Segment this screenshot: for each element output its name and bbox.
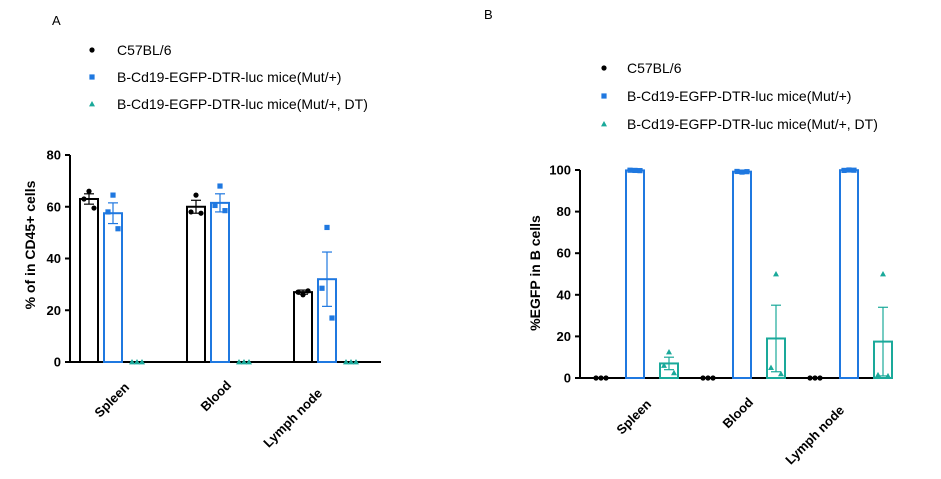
x-tick-label: Lymph node bbox=[260, 386, 325, 451]
data-point bbox=[300, 292, 306, 298]
legend-marker bbox=[89, 101, 95, 107]
data-point bbox=[305, 288, 311, 294]
bar bbox=[79, 197, 99, 363]
data-point bbox=[81, 196, 87, 202]
data-point bbox=[593, 375, 599, 381]
data-point bbox=[744, 169, 750, 175]
y-tick-label: 80 bbox=[47, 148, 61, 163]
data-point bbox=[666, 349, 672, 355]
data-point bbox=[246, 359, 252, 365]
x-tick-label: Blood bbox=[197, 377, 234, 414]
bar bbox=[103, 212, 123, 363]
x-tick-label: Lymph node bbox=[782, 403, 847, 468]
data-point bbox=[603, 375, 609, 381]
legend-label: B-Cd19-EGFP-DTR-luc mice(Mut/+) bbox=[627, 88, 851, 104]
legend-label: C57BL/6 bbox=[627, 60, 682, 76]
y-axis-title: % of in CD45+ cells bbox=[22, 180, 38, 309]
data-point bbox=[241, 359, 247, 365]
data-point bbox=[319, 285, 325, 291]
legend-label: B-Cd19-EGFP-DTR-luc mice(Mut/+, DT) bbox=[117, 96, 368, 112]
data-point bbox=[671, 369, 677, 376]
chart-panel-b: B C57BL/6 B-Cd19-EGFP-DTR-luc mice(Mut/+) B… bbox=[484, 7, 893, 468]
data-point bbox=[807, 375, 813, 381]
legend-label: B-Cd19-EGFP-DTR-luc mice(Mut/+, DT) bbox=[627, 116, 878, 132]
chart-panel-a: A C57BL/6 B-Cd19-EGFP-DTR-luc mice(Mut/+) B… bbox=[22, 13, 381, 450]
data-point bbox=[217, 183, 223, 189]
bar bbox=[293, 291, 313, 364]
legend-marker bbox=[601, 93, 607, 99]
data-point bbox=[198, 210, 204, 216]
y-tick-label: 100 bbox=[549, 163, 571, 178]
data-point bbox=[139, 359, 145, 365]
data-point bbox=[115, 226, 121, 232]
data-point bbox=[768, 364, 774, 370]
data-point bbox=[773, 271, 779, 277]
data-point bbox=[700, 375, 706, 381]
panel-letter: A bbox=[52, 13, 61, 28]
y-tick-label: 60 bbox=[557, 246, 571, 261]
data-point bbox=[880, 271, 886, 277]
bar bbox=[186, 205, 206, 363]
y-tick-label: 20 bbox=[47, 303, 61, 318]
y-tick-label: 40 bbox=[47, 251, 61, 266]
y-tick-label: 60 bbox=[47, 199, 61, 214]
data-point bbox=[841, 167, 847, 174]
data-point bbox=[86, 188, 92, 194]
x-tick-label: Spleen bbox=[91, 379, 132, 420]
data-point bbox=[353, 359, 359, 365]
legend-marker bbox=[89, 74, 95, 80]
data-point bbox=[110, 192, 116, 198]
data-point bbox=[851, 167, 857, 173]
data-point bbox=[632, 167, 638, 174]
bar bbox=[839, 169, 859, 379]
legend-marker bbox=[601, 121, 607, 127]
data-point bbox=[212, 202, 218, 209]
legend-label: C57BL/6 bbox=[117, 42, 172, 58]
data-point bbox=[817, 375, 823, 381]
panel-letter: B bbox=[484, 7, 493, 22]
data-point bbox=[661, 362, 667, 368]
data-point bbox=[188, 209, 194, 215]
data-point bbox=[812, 375, 818, 381]
y-tick-label: 20 bbox=[557, 329, 571, 344]
data-point bbox=[236, 359, 242, 365]
bar bbox=[625, 169, 645, 379]
y-tick-label: 80 bbox=[557, 204, 571, 219]
data-point bbox=[598, 375, 604, 381]
bar bbox=[732, 170, 752, 379]
data-point bbox=[875, 371, 881, 378]
data-point bbox=[846, 167, 852, 173]
data-point bbox=[778, 370, 784, 377]
legend-marker bbox=[89, 47, 95, 53]
data-point bbox=[637, 168, 643, 174]
y-axis-title: %EGFP in B cells bbox=[527, 215, 543, 331]
data-point bbox=[129, 359, 135, 365]
data-point bbox=[885, 372, 891, 379]
data-point bbox=[343, 359, 349, 365]
data-point bbox=[627, 167, 633, 173]
data-point bbox=[134, 359, 140, 365]
data-point bbox=[222, 208, 228, 214]
y-tick-label: 0 bbox=[54, 355, 61, 370]
x-tick-label: Spleen bbox=[613, 396, 654, 437]
y-tick-label: 40 bbox=[557, 287, 571, 302]
data-point bbox=[739, 169, 745, 175]
data-point bbox=[324, 224, 330, 231]
data-point bbox=[348, 359, 354, 365]
data-point bbox=[295, 289, 301, 295]
x-tick-label: Blood bbox=[719, 394, 756, 431]
data-point bbox=[734, 168, 740, 175]
data-point bbox=[710, 375, 716, 381]
data-point bbox=[705, 375, 711, 381]
data-point bbox=[105, 209, 111, 215]
bar bbox=[210, 201, 230, 363]
legend-marker bbox=[601, 65, 607, 71]
y-tick-label: 0 bbox=[564, 371, 571, 386]
legend-label: B-Cd19-EGFP-DTR-luc mice(Mut/+) bbox=[117, 69, 341, 85]
data-point bbox=[329, 315, 335, 321]
data-point bbox=[91, 205, 97, 211]
data-point bbox=[193, 192, 199, 198]
